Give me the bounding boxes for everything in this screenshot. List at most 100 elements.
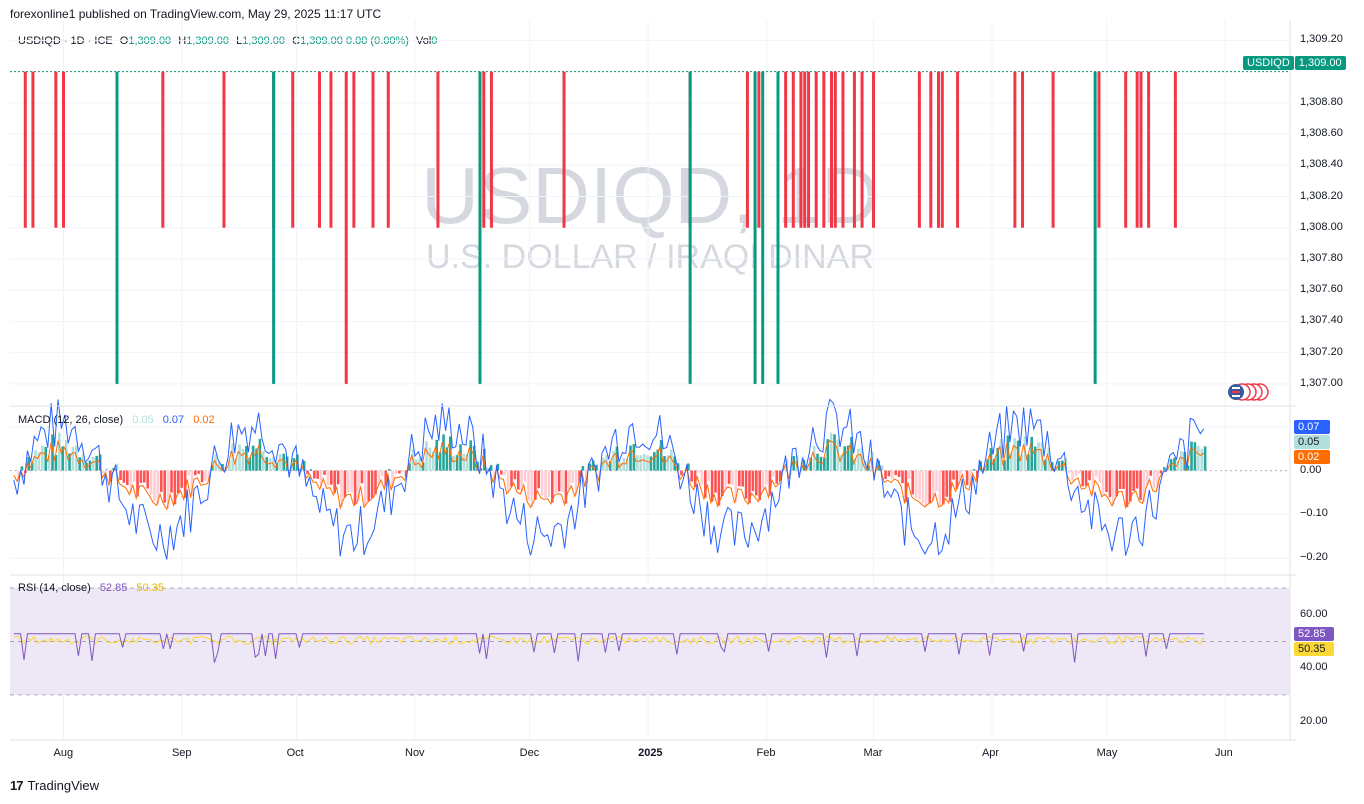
macd-hist-bar xyxy=(415,459,418,471)
last-price-tag: USDIQD 1,309.00 xyxy=(1243,56,1346,70)
macd-hist-bar xyxy=(1033,446,1037,471)
macd-hist-bar xyxy=(707,470,711,482)
macd-hist-bar xyxy=(778,470,782,481)
macd-hist-bar xyxy=(653,452,656,471)
down-candle xyxy=(799,71,803,228)
macd-hist-bar xyxy=(326,470,330,486)
macd-hist-bar xyxy=(938,470,942,507)
macd-hist-bar xyxy=(1016,440,1020,471)
macd-hist-bar xyxy=(469,440,473,471)
macd-hist-bar xyxy=(595,464,598,471)
down-candle xyxy=(757,71,761,228)
down-candle xyxy=(161,71,165,228)
macd-hist-bar xyxy=(955,470,959,489)
macd-hist-bar xyxy=(1037,442,1040,471)
down-candle xyxy=(852,71,856,228)
macd-hist-bar xyxy=(581,466,585,471)
macd-hist-bar xyxy=(921,470,925,504)
macd-hist-bar xyxy=(41,445,44,471)
down-candle xyxy=(1021,71,1025,228)
macd-hist-bar xyxy=(836,439,840,471)
macd-hist-bar xyxy=(296,454,299,471)
macd-hist-bar xyxy=(819,456,823,471)
macd-hist-bar xyxy=(44,446,48,471)
macd-hist-bar xyxy=(180,470,184,488)
rsi-legend[interactable]: RSI (14, close) 52.85 50.35 xyxy=(18,582,164,594)
macd-hist-bar xyxy=(119,470,122,481)
macd-hist-bar xyxy=(1078,470,1081,474)
macd-hist-bar xyxy=(194,470,197,476)
macd-hist-bar xyxy=(792,456,796,471)
macd-hist-bar xyxy=(523,470,527,482)
macd-hist-bar xyxy=(646,455,649,471)
macd-title: MACD (12, 26, close) xyxy=(18,414,124,426)
macd-hist-bar xyxy=(170,470,173,493)
macd-hist-bar xyxy=(738,470,741,487)
volume-label: Vol xyxy=(416,35,432,47)
macd-hist-bar xyxy=(649,456,653,471)
down-candle xyxy=(222,71,226,228)
macd-hist-bar xyxy=(1101,470,1105,495)
macd-hist-bar xyxy=(914,470,918,499)
rsi-title: RSI (14, close) xyxy=(18,582,91,594)
macd-legend[interactable]: MACD (12, 26, close) 0.05 0.07 0.02 xyxy=(18,414,215,426)
macd-hist-bar xyxy=(680,470,683,476)
macd-hist-bar xyxy=(520,470,524,492)
price-tick-label: 1,308.00 xyxy=(1300,220,1343,233)
macd-hist-bar xyxy=(479,467,483,471)
macd-hist-bar xyxy=(1010,452,1013,471)
down-candle xyxy=(814,71,818,228)
macd-hist-bar xyxy=(622,457,626,471)
macd-hist-bar xyxy=(857,448,860,471)
macd-hist-bar xyxy=(340,470,343,508)
last-price-value: 1,309.00 xyxy=(1294,56,1346,70)
macd-hist-bar xyxy=(421,462,425,471)
down-candle xyxy=(1013,71,1017,228)
macd-hist-bar xyxy=(901,470,904,484)
us-flag-icon[interactable] xyxy=(1224,382,1270,402)
macd-hist-bar xyxy=(173,470,177,505)
macd-hist-bar xyxy=(551,470,554,503)
macd-hist-bar xyxy=(496,463,500,471)
macd-hist-bar xyxy=(965,470,969,486)
macd-hist-bar xyxy=(540,470,544,496)
macd-hist-bar xyxy=(129,470,133,493)
macd-hist-bar xyxy=(1023,436,1027,471)
down-candle xyxy=(841,71,845,228)
macd-hist-bar xyxy=(894,470,898,476)
macd-hist-bar xyxy=(537,470,541,489)
macd-hist-bar xyxy=(503,470,507,476)
volume-value: 0 xyxy=(431,35,438,47)
macd-hist-bar xyxy=(765,470,768,485)
macd-hist-bar xyxy=(486,468,490,471)
macd-hist-bar xyxy=(68,453,71,471)
down-candle xyxy=(833,71,837,228)
time-label: May xyxy=(1096,747,1118,759)
macd-hist-bar xyxy=(1105,470,1108,493)
macd-hist-bar xyxy=(1142,470,1146,503)
macd-hist-bar xyxy=(755,470,758,496)
down-candle xyxy=(872,71,876,228)
macd-hist-bar xyxy=(1169,459,1173,471)
macd-hist-bar xyxy=(891,470,894,480)
macd-hist-bar xyxy=(704,470,707,498)
macd-hist-bar xyxy=(853,458,857,471)
macd-hist-bar xyxy=(568,470,571,490)
macd-hist-bar xyxy=(438,452,442,471)
down-candle xyxy=(562,71,566,228)
macd-hist-bar xyxy=(401,470,405,473)
change-value: 0.00 (0.00%) xyxy=(345,35,409,47)
up-candle xyxy=(115,71,119,384)
macd-hist-bar xyxy=(666,455,670,471)
macd-hist-bar xyxy=(1006,435,1010,471)
macd-hist-bar xyxy=(262,451,265,471)
down-candle xyxy=(352,71,356,228)
tradingview-logo[interactable]: 17 TradingView xyxy=(10,778,99,793)
macd-hist-bar xyxy=(527,470,530,501)
macd-hist-bar xyxy=(557,470,561,492)
macd-hist-bar xyxy=(149,470,153,495)
macd-hist-bar xyxy=(1098,470,1102,483)
down-candle xyxy=(1097,71,1101,228)
pane-separators xyxy=(10,20,1296,741)
